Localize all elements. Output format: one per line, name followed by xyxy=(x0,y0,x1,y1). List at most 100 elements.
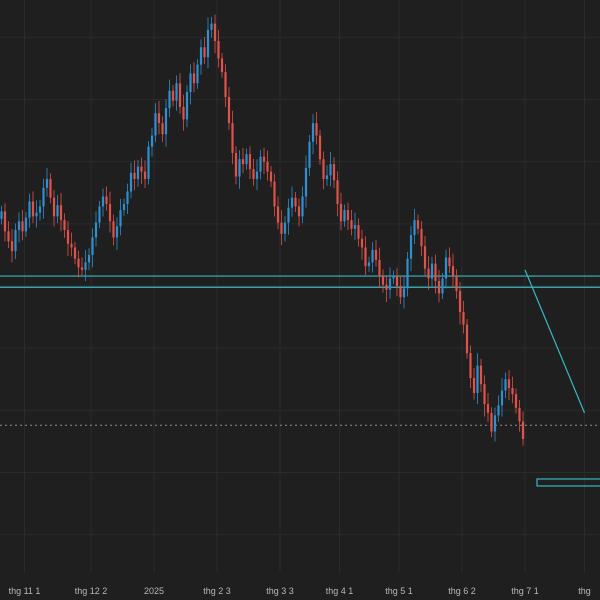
candle-34 xyxy=(119,198,122,236)
candle-48 xyxy=(168,79,171,118)
candle-70 xyxy=(245,148,248,170)
candle-body-105 xyxy=(367,262,371,267)
candle-body-11 xyxy=(38,206,42,213)
candle-body-88 xyxy=(308,141,311,168)
x-tick-label-2: 2025 xyxy=(144,586,164,596)
candle-78 xyxy=(273,173,276,217)
candle-body-84 xyxy=(294,197,297,207)
candle-body-0 xyxy=(0,211,3,219)
candle-17 xyxy=(59,192,63,232)
candle-body-65 xyxy=(227,96,231,124)
candle-body-59 xyxy=(206,29,210,58)
candle-body-77 xyxy=(269,171,273,182)
candle-body-104 xyxy=(364,247,367,267)
candle-body-49 xyxy=(171,90,175,101)
candle-56 xyxy=(196,59,199,89)
candle-body-89 xyxy=(311,123,315,142)
candle-123 xyxy=(430,256,434,287)
candle-body-2 xyxy=(7,231,10,242)
candle-body-140 xyxy=(490,412,493,432)
candle-body-110 xyxy=(385,284,388,290)
candle-body-109 xyxy=(381,276,385,285)
candle-149 xyxy=(521,411,525,446)
candle-7 xyxy=(24,212,28,237)
candle-body-51 xyxy=(178,83,182,107)
candle-21 xyxy=(73,241,77,265)
candle-80 xyxy=(280,210,283,245)
candle-135 xyxy=(472,367,476,400)
candle-40 xyxy=(140,157,143,184)
candle-body-50 xyxy=(175,83,178,101)
candle-body-39 xyxy=(136,166,140,180)
candle-130 xyxy=(455,269,458,299)
candle-92 xyxy=(322,151,325,190)
candle-body-55 xyxy=(192,73,196,84)
candle-body-37 xyxy=(129,172,133,192)
x-axis-ticks: thg 11 1 thg 12 2 2025 thg 2 3 thg 3 3 thg 4 … xyxy=(9,586,591,596)
candle-body-70 xyxy=(245,154,248,165)
candle-body-5 xyxy=(17,221,21,231)
candle-5 xyxy=(17,212,21,243)
candle-body-90 xyxy=(315,123,318,136)
candle-body-115 xyxy=(402,288,406,298)
candle-58 xyxy=(203,37,206,64)
candle-body-46 xyxy=(161,123,164,135)
candle-body-57 xyxy=(199,47,203,65)
candle-59 xyxy=(206,17,210,69)
x-tick-label-9: thg xyxy=(578,586,591,596)
candle-128 xyxy=(448,247,451,273)
candle-body-21 xyxy=(73,247,77,259)
candle-body-3 xyxy=(10,241,14,252)
candle-body-34 xyxy=(119,210,122,227)
candle-105 xyxy=(367,256,371,272)
candle-body-97 xyxy=(339,203,343,222)
candle-body-93 xyxy=(325,175,329,180)
candle-11 xyxy=(38,199,42,221)
candle-body-106 xyxy=(371,249,374,263)
candle-body-114 xyxy=(399,286,402,298)
candle-51 xyxy=(178,73,182,114)
candle-134 xyxy=(469,345,472,389)
candle-body-47 xyxy=(164,108,168,135)
candle-73 xyxy=(255,159,259,191)
candle-23 xyxy=(80,257,84,277)
candle-66 xyxy=(231,110,234,165)
candle-body-56 xyxy=(196,64,199,84)
candle-14 xyxy=(49,173,52,204)
candle-140 xyxy=(490,407,493,438)
candle-body-92 xyxy=(322,159,325,180)
candle-139 xyxy=(486,392,490,422)
candle-body-8 xyxy=(28,201,31,218)
candle-143 xyxy=(500,378,504,417)
candle-49 xyxy=(171,85,175,107)
candle-97 xyxy=(339,192,343,231)
candle-84 xyxy=(294,192,297,213)
candle-6 xyxy=(21,210,24,241)
candle-111 xyxy=(388,267,392,299)
candle-76 xyxy=(266,150,269,181)
candle-body-127 xyxy=(444,257,448,279)
candle-body-126 xyxy=(441,278,444,294)
candle-body-27 xyxy=(94,222,98,238)
candle-body-121 xyxy=(423,246,427,269)
candle-96 xyxy=(336,171,339,217)
box-level[interactable] xyxy=(536,478,600,487)
candle-body-118 xyxy=(413,220,416,236)
candle-body-41 xyxy=(143,171,147,180)
candle-122 xyxy=(427,256,430,290)
candle-19 xyxy=(66,221,70,257)
candle-body-96 xyxy=(336,180,339,204)
candle-63 xyxy=(220,52,224,78)
candle-30 xyxy=(105,186,108,211)
candle-body-143 xyxy=(500,390,504,406)
candle-body-33 xyxy=(115,226,119,238)
candle-125 xyxy=(437,269,441,303)
candle-body-147 xyxy=(514,394,518,408)
candle-133 xyxy=(465,318,469,359)
candle-body-40 xyxy=(140,166,143,172)
candle-body-94 xyxy=(329,164,332,176)
candle-72 xyxy=(252,159,255,186)
candle-144 xyxy=(504,372,507,399)
trendline[interactable] xyxy=(524,269,586,414)
